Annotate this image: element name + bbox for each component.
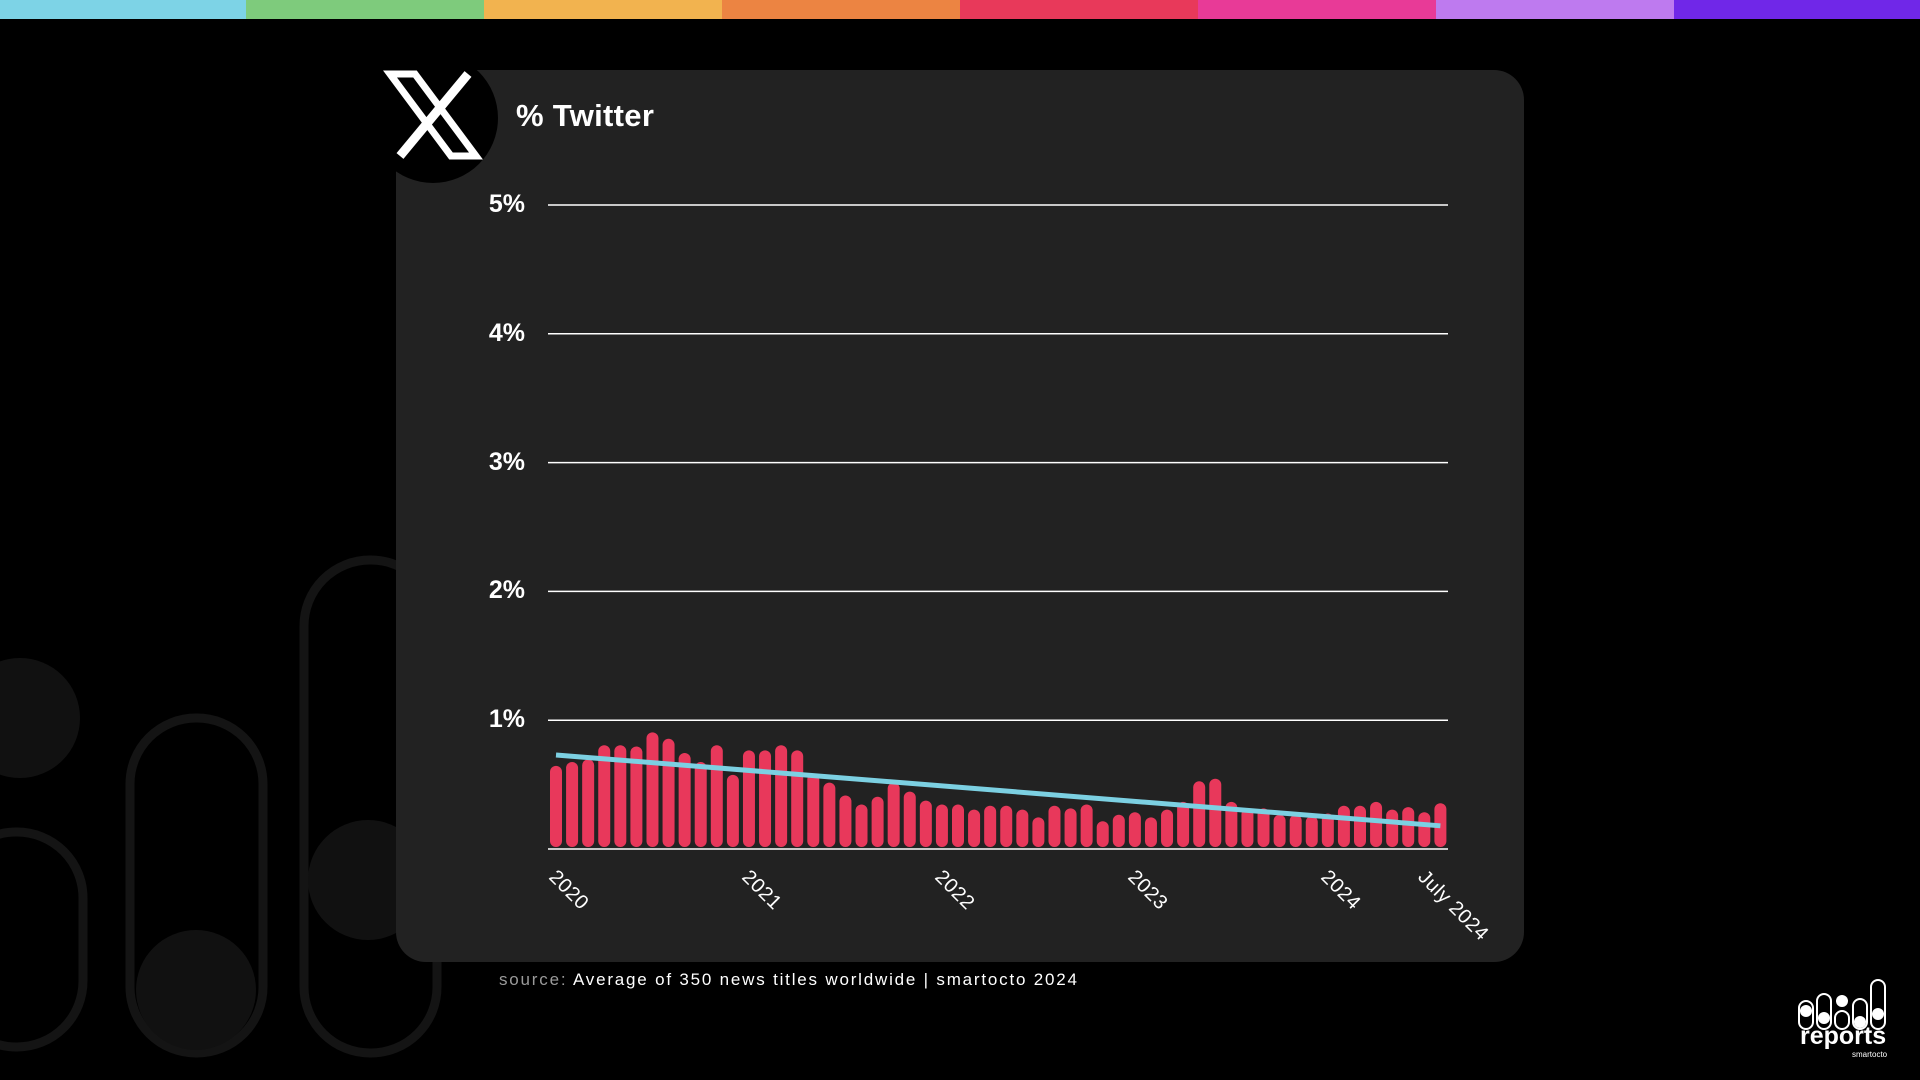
bar bbox=[968, 809, 981, 847]
y-tick-label: 4% bbox=[488, 318, 525, 347]
stripe-segment bbox=[0, 0, 246, 19]
bar bbox=[952, 804, 964, 847]
bar bbox=[742, 750, 755, 847]
y-tick-label: 2% bbox=[488, 576, 525, 605]
bar bbox=[1000, 805, 1013, 847]
stripe-segment bbox=[1198, 0, 1436, 19]
bar bbox=[839, 795, 852, 847]
bar bbox=[984, 805, 997, 847]
bar bbox=[1225, 801, 1238, 847]
bar bbox=[823, 782, 836, 847]
bar bbox=[1337, 805, 1350, 847]
bar bbox=[1128, 812, 1141, 847]
bar bbox=[775, 745, 788, 847]
bar bbox=[550, 765, 562, 847]
bar bbox=[1193, 781, 1206, 847]
source-text: Average of 350 news titles worldwide | s… bbox=[572, 970, 1079, 989]
bar bbox=[598, 745, 611, 847]
bar bbox=[582, 759, 595, 847]
trend-line bbox=[555, 752, 1441, 829]
bar bbox=[1370, 801, 1383, 847]
bar bbox=[807, 773, 820, 847]
bar bbox=[1386, 809, 1399, 847]
bar bbox=[759, 750, 772, 847]
stripe-segment bbox=[1436, 0, 1674, 19]
bar bbox=[1112, 814, 1125, 847]
y-tick-label: 1% bbox=[488, 705, 525, 734]
y-tick-label: 3% bbox=[488, 447, 525, 476]
bar bbox=[662, 738, 675, 847]
source-note: source: Average of 350 news titles world… bbox=[499, 970, 1079, 990]
bar bbox=[678, 752, 691, 847]
bar bbox=[1096, 821, 1109, 847]
brand-name: reports bbox=[1800, 1022, 1887, 1050]
bar bbox=[1305, 816, 1318, 847]
bar bbox=[1032, 817, 1045, 847]
stripe-segment bbox=[960, 0, 1198, 19]
stripe-segment bbox=[722, 0, 960, 19]
bar bbox=[630, 746, 643, 847]
chart-title: % Twitter bbox=[516, 98, 655, 133]
bar bbox=[1016, 809, 1029, 847]
bar bbox=[1209, 778, 1222, 847]
bar bbox=[1048, 805, 1061, 847]
bar bbox=[935, 804, 948, 847]
bar bbox=[1241, 808, 1254, 847]
bar bbox=[791, 750, 804, 847]
source-prefix: source: bbox=[499, 970, 568, 989]
bar bbox=[1064, 808, 1077, 847]
y-tick-label: 5% bbox=[488, 190, 525, 218]
color-stripe bbox=[0, 0, 1920, 19]
bar bbox=[855, 804, 868, 847]
x-logo-icon bbox=[383, 70, 483, 160]
bar bbox=[903, 791, 916, 847]
bar bbox=[726, 774, 739, 847]
bar bbox=[1080, 804, 1093, 847]
x-logo-badge bbox=[368, 53, 498, 183]
bar bbox=[1144, 817, 1157, 847]
bar bbox=[1161, 809, 1174, 847]
reports-logo-icon bbox=[1798, 979, 1886, 1030]
stripe-segment bbox=[1674, 0, 1920, 19]
bar bbox=[1177, 801, 1190, 847]
bar bbox=[646, 732, 659, 847]
bar bbox=[1402, 807, 1415, 847]
bar bbox=[871, 796, 884, 847]
brand-sub: smartocto bbox=[1852, 1050, 1888, 1059]
bar bbox=[887, 782, 900, 847]
bar bbox=[694, 761, 707, 847]
bar bbox=[1418, 812, 1431, 847]
bar bbox=[1354, 805, 1366, 847]
bar bbox=[1289, 814, 1302, 847]
bar bbox=[614, 745, 627, 847]
bar bbox=[1273, 814, 1286, 847]
stripe-segment bbox=[484, 0, 722, 19]
bar bbox=[919, 800, 932, 847]
bar bbox=[566, 761, 579, 847]
bar bbox=[1257, 808, 1270, 847]
bar bbox=[1321, 813, 1334, 847]
bar bbox=[710, 745, 723, 847]
stripe-segment bbox=[246, 0, 484, 19]
